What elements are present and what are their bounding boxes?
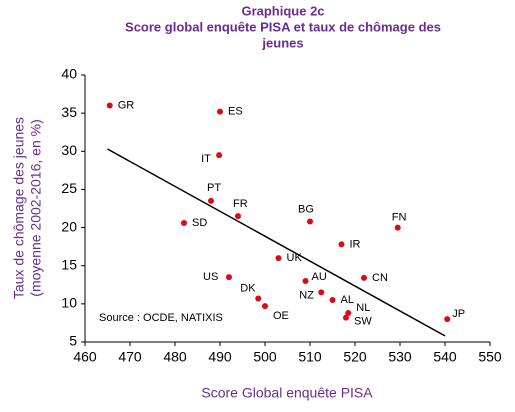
x-axis-label: Score Global enquête PISA	[201, 385, 373, 401]
x-tick-label: 480	[163, 349, 187, 365]
y-tick-label: 35	[61, 104, 77, 120]
point-label: NL	[356, 302, 370, 314]
point	[217, 108, 223, 115]
source-note: Source : OCDE, NATIXIS	[99, 312, 223, 324]
y-axis-label: (moyenne 2002-2016, en %)	[28, 119, 44, 296]
y-tick-label: 5	[69, 333, 77, 349]
point-label: DK	[240, 282, 256, 294]
point	[106, 102, 113, 109]
point-label: FR	[233, 198, 248, 210]
y-tick-label: 40	[61, 66, 77, 82]
y-tick-label: 25	[61, 180, 77, 196]
x-tick-label: 470	[118, 349, 142, 365]
x-tick-label: 530	[388, 349, 412, 365]
y-tick-label: 15	[61, 256, 77, 272]
y-tick-label: 10	[61, 295, 77, 311]
chart-subtitle: jeunes	[261, 35, 303, 50]
point	[275, 255, 282, 262]
point	[394, 224, 401, 231]
point-label: IR	[350, 238, 361, 250]
point-label: BG	[298, 203, 314, 215]
point	[361, 274, 367, 281]
point	[345, 310, 352, 317]
chart-title: Graphique 2c	[241, 3, 324, 18]
point-label: AU	[312, 271, 327, 283]
point	[255, 295, 262, 302]
chart-subtitle: Score global enquête PISA et taux de chô…	[125, 19, 441, 34]
point-label: UK	[287, 252, 303, 264]
point-label: FN	[392, 211, 407, 223]
point-label: GR	[118, 99, 135, 111]
point	[235, 213, 241, 220]
point-label: NZ	[299, 289, 314, 301]
point	[343, 314, 349, 321]
point	[329, 297, 336, 304]
trend-line	[107, 148, 446, 337]
x-tick-label: 490	[208, 349, 232, 365]
y-tick-label: 30	[61, 142, 77, 158]
point-label: SD	[192, 217, 207, 229]
x-tick-label: 550	[478, 349, 502, 365]
point	[262, 303, 268, 310]
point	[226, 274, 232, 281]
point-label: PT	[207, 182, 221, 194]
point-label: OE	[273, 310, 289, 322]
y-tick-label: 20	[61, 218, 77, 234]
point	[318, 289, 325, 296]
x-tick-label: 540	[433, 349, 457, 365]
point-label: ES	[228, 106, 243, 118]
point-label: AL	[341, 294, 354, 306]
point-label: IT	[201, 153, 211, 165]
point	[307, 218, 313, 225]
x-tick-label: 500	[253, 349, 277, 365]
point	[338, 241, 345, 248]
point	[216, 152, 223, 159]
point-label: US	[203, 271, 218, 283]
point-label: CN	[372, 272, 388, 284]
x-tick-label: 460	[73, 349, 97, 365]
x-tick-label: 510	[298, 349, 322, 365]
x-tick-label: 520	[343, 349, 367, 365]
y-axis-label: Taux de chômage des jeunes	[11, 117, 27, 299]
point-label: SW	[354, 315, 372, 327]
point	[444, 316, 451, 323]
point-label: JP	[452, 308, 465, 320]
point	[181, 219, 187, 226]
point	[208, 197, 214, 204]
point	[302, 277, 309, 284]
